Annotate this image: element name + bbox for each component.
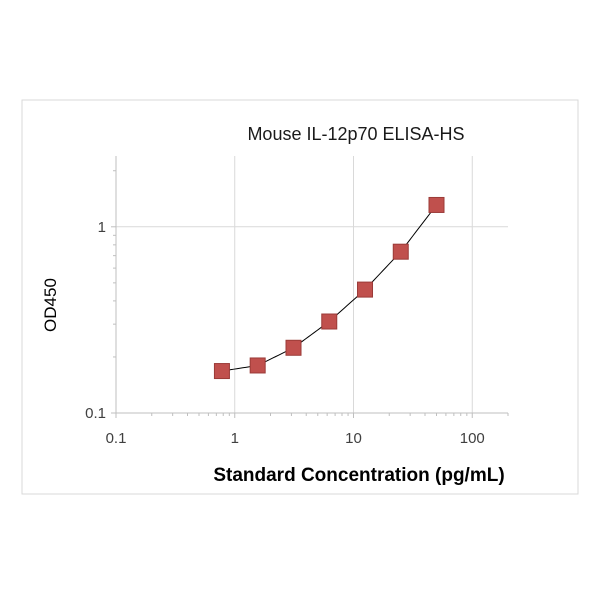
- data-point-square: [213, 363, 230, 380]
- data-point-square: [428, 196, 445, 213]
- x-tick-label: 0.1: [106, 430, 127, 447]
- x-tick-label: 10: [345, 430, 362, 447]
- tick-labels: 0.1 1 10 100 0.1 1: [85, 219, 485, 447]
- data-point-square: [357, 281, 374, 298]
- data-point-square: [249, 357, 266, 374]
- x-axis-label: Standard Concentration (pg/mL): [213, 465, 504, 486]
- y-tick-label: 1: [98, 219, 106, 236]
- chart-border: [21, 99, 579, 495]
- y-axis-label: OD450: [41, 278, 60, 332]
- chart-title: Mouse IL-12p70 ELISA-HS: [247, 124, 464, 144]
- data-point-square: [321, 313, 338, 330]
- data-points: [213, 196, 445, 380]
- data-point-square: [392, 243, 409, 260]
- y-tick-label: 0.1: [85, 405, 106, 422]
- data-point-square: [285, 339, 302, 356]
- x-tick-label: 100: [460, 430, 485, 447]
- axes: [111, 156, 509, 418]
- grid-lines: [116, 156, 508, 413]
- x-tick-label: 1: [231, 430, 239, 447]
